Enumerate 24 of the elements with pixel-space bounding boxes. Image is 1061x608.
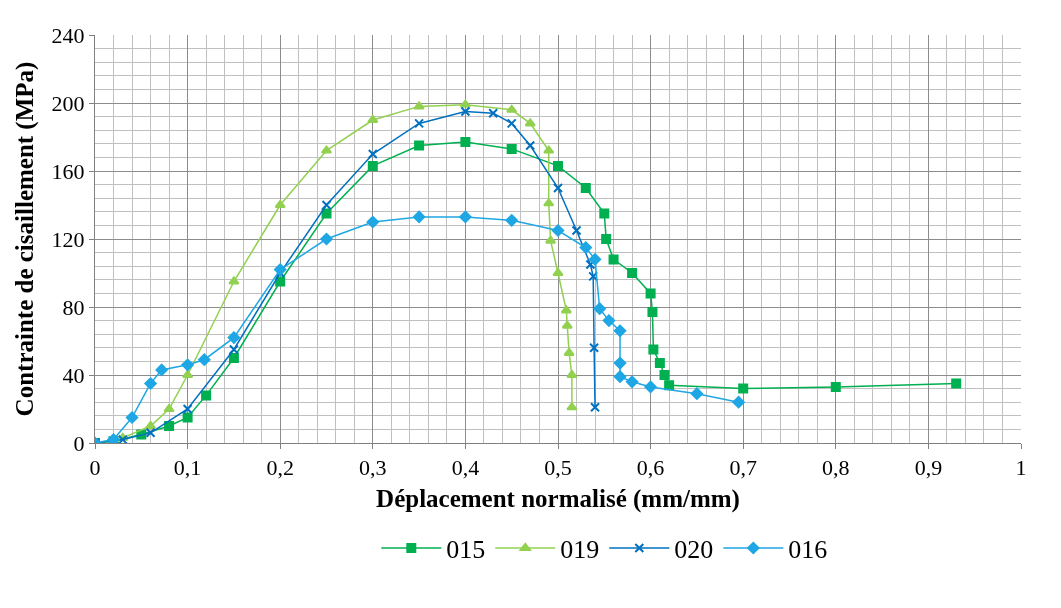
y-tick-label: 200	[51, 90, 85, 116]
y-tick-label: 120	[51, 226, 85, 252]
x-tick-label: 0,1	[173, 455, 202, 481]
legend-label: 019	[560, 535, 600, 565]
y-tick-label: 80	[62, 294, 85, 320]
y-tick-label: 240	[51, 22, 85, 48]
x-tick-label: 0,4	[451, 455, 480, 481]
x-tick-label: 0,5	[544, 455, 572, 481]
x-tick-label: 1	[1015, 455, 1027, 481]
legend-label: 015	[446, 535, 486, 565]
y-tick-label: 160	[51, 158, 85, 184]
x-axis-title: Déplacement normalisé (mm/mm)	[376, 485, 740, 514]
x-tick-label: 0	[89, 455, 101, 481]
x-tick-label: 0,6	[636, 455, 665, 481]
x-tick-label: 0,9	[914, 455, 943, 481]
y-axis-title: Contrainte de cisaillement (MPa)	[11, 61, 40, 417]
x-tick-label: 0,3	[359, 455, 387, 481]
y-tick-label: 40	[62, 362, 85, 388]
x-tick-label: 0,2	[266, 455, 294, 481]
y-tick-label: 0	[73, 430, 85, 456]
x-tick-label: 0,8	[822, 455, 850, 481]
x-tick-label: 0,7	[729, 455, 757, 481]
legend-label: 020	[674, 535, 714, 565]
legend-label: 016	[788, 535, 828, 565]
